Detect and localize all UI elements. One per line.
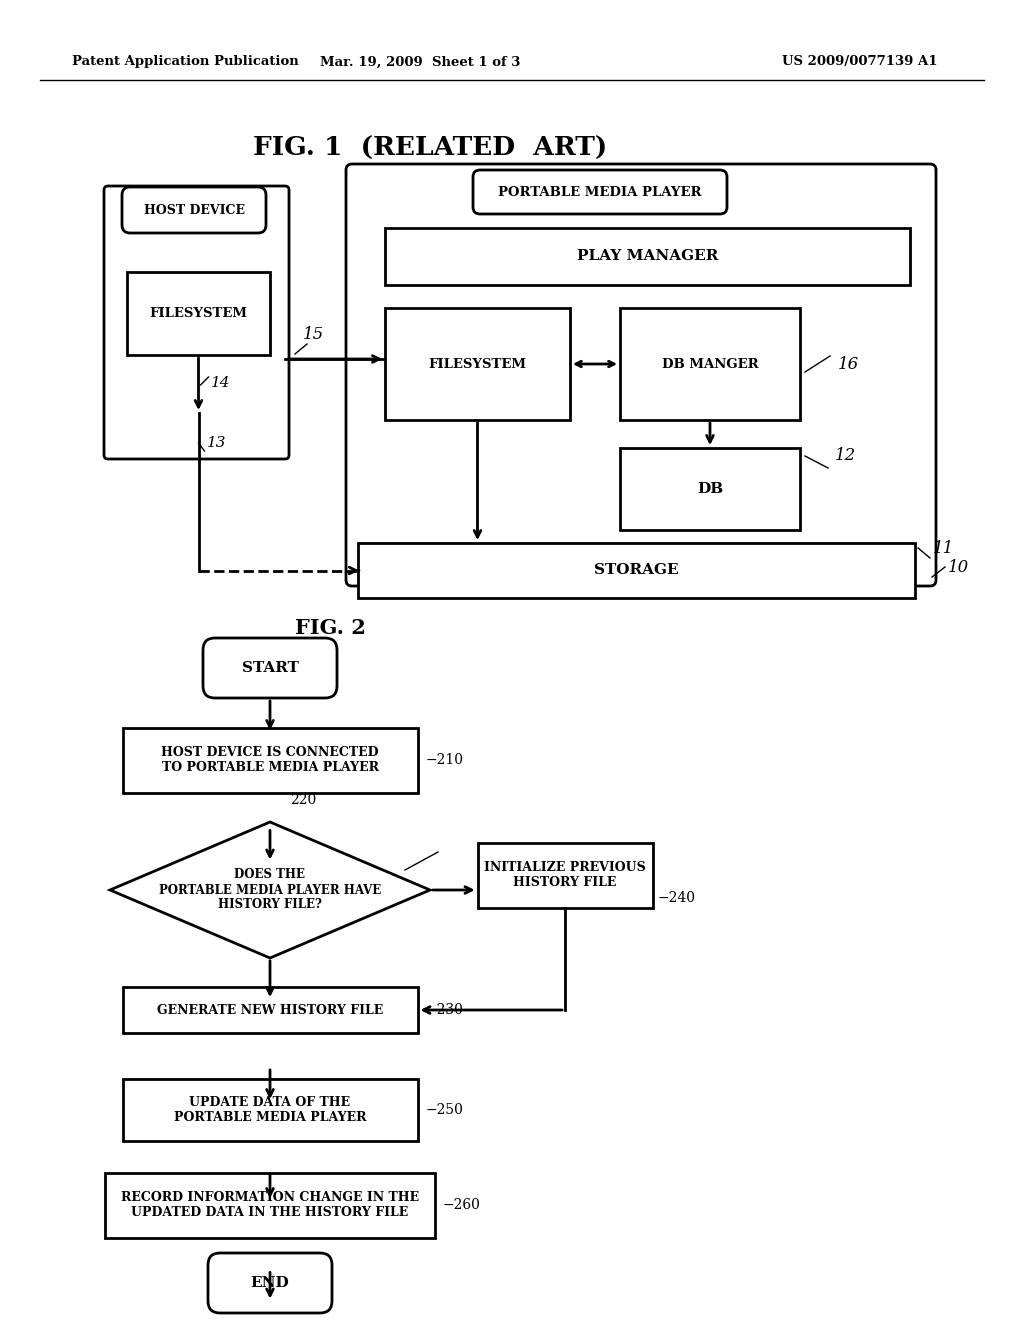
- Text: 15: 15: [303, 326, 325, 343]
- Text: 16: 16: [838, 356, 859, 374]
- Text: FIG. 1  (RELATED  ART): FIG. 1 (RELATED ART): [253, 136, 607, 161]
- Bar: [620, 308, 800, 420]
- Bar: [385, 228, 910, 285]
- Text: Mar. 19, 2009  Sheet 1 of 3: Mar. 19, 2009 Sheet 1 of 3: [319, 55, 520, 69]
- FancyBboxPatch shape: [346, 164, 936, 586]
- Text: FILESYSTEM: FILESYSTEM: [428, 358, 526, 371]
- Text: DB MANGER: DB MANGER: [662, 358, 759, 371]
- Text: −240: −240: [657, 891, 695, 906]
- Text: US 2009/0077139 A1: US 2009/0077139 A1: [782, 55, 938, 69]
- FancyBboxPatch shape: [203, 638, 337, 698]
- Text: 11: 11: [933, 540, 954, 557]
- Bar: [358, 543, 915, 598]
- Text: DOES THE
PORTABLE MEDIA PLAYER HAVE
HISTORY FILE?: DOES THE PORTABLE MEDIA PLAYER HAVE HIST…: [159, 869, 381, 912]
- Text: 220: 220: [290, 793, 316, 807]
- Text: 10: 10: [948, 558, 970, 576]
- Text: END: END: [251, 1276, 290, 1290]
- FancyBboxPatch shape: [473, 170, 727, 214]
- Text: FIG. 2: FIG. 2: [295, 618, 366, 638]
- Bar: [477, 842, 652, 908]
- Text: PLAY MANAGER: PLAY MANAGER: [577, 249, 718, 264]
- Text: Patent Application Publication: Patent Application Publication: [72, 55, 299, 69]
- Text: INITIALIZE PREVIOUS
HISTORY FILE: INITIALIZE PREVIOUS HISTORY FILE: [484, 861, 646, 888]
- FancyBboxPatch shape: [122, 187, 266, 234]
- Text: HOST DEVICE: HOST DEVICE: [143, 203, 245, 216]
- FancyBboxPatch shape: [104, 186, 289, 459]
- Text: −230: −230: [426, 1003, 464, 1016]
- Text: START: START: [242, 661, 298, 675]
- Text: GENERATE NEW HISTORY FILE: GENERATE NEW HISTORY FILE: [157, 1003, 383, 1016]
- Bar: [385, 308, 570, 420]
- Text: DB: DB: [697, 482, 723, 496]
- Bar: [123, 727, 418, 792]
- Text: −260: −260: [443, 1199, 481, 1212]
- Polygon shape: [110, 822, 430, 958]
- Text: −210: −210: [426, 752, 464, 767]
- Text: UPDATE DATA OF THE
PORTABLE MEDIA PLAYER: UPDATE DATA OF THE PORTABLE MEDIA PLAYER: [174, 1096, 367, 1125]
- Text: 12: 12: [835, 447, 856, 465]
- Bar: [105, 1172, 435, 1238]
- Text: FILESYSTEM: FILESYSTEM: [150, 308, 248, 319]
- Bar: [123, 987, 418, 1034]
- Text: STORAGE: STORAGE: [594, 564, 679, 578]
- Text: PORTABLE MEDIA PLAYER: PORTABLE MEDIA PLAYER: [499, 186, 701, 198]
- Text: 13: 13: [207, 436, 226, 450]
- Bar: [127, 272, 270, 355]
- Text: HOST DEVICE IS CONNECTED
TO PORTABLE MEDIA PLAYER: HOST DEVICE IS CONNECTED TO PORTABLE MED…: [161, 746, 379, 774]
- Bar: [620, 447, 800, 531]
- Text: −250: −250: [426, 1104, 464, 1117]
- Text: RECORD INFORMATION CHANGE IN THE
UPDATED DATA IN THE HISTORY FILE: RECORD INFORMATION CHANGE IN THE UPDATED…: [121, 1191, 419, 1218]
- Text: 14: 14: [211, 376, 230, 389]
- FancyBboxPatch shape: [208, 1253, 332, 1313]
- Bar: [123, 1078, 418, 1140]
